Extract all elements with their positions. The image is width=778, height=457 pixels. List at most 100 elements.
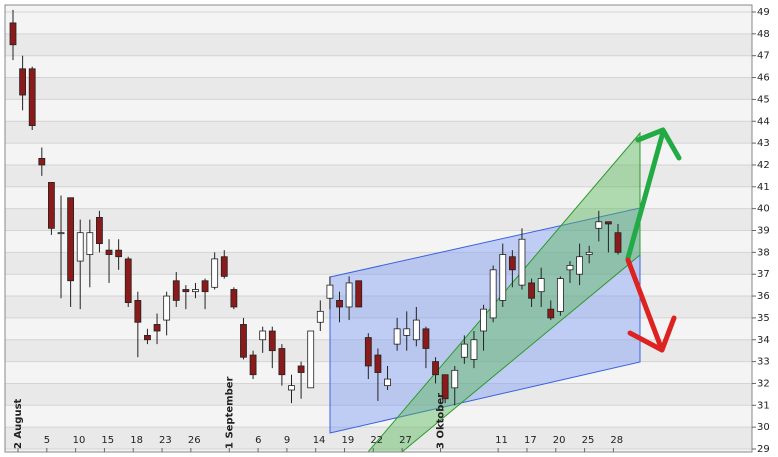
y-tick-label: 41 (757, 182, 770, 193)
candle-body (19, 68, 27, 96)
candle-body (230, 289, 238, 308)
candle-body (48, 182, 55, 229)
x-tick-label: 11 (495, 435, 508, 446)
candle-body (297, 365, 305, 373)
grid-band (5, 33, 752, 56)
x-tick-label: 23 (159, 435, 172, 446)
axes: 29 30 31 32 33 34 35 36 37 38 39 40 41 42 43 44 45 46 47 48… (13, 7, 770, 455)
y-tick-label: 36 (757, 291, 770, 302)
candle-body (38, 157, 46, 166)
candle-body (201, 280, 209, 293)
y-tick-label: 43 (757, 138, 770, 149)
candle-body (518, 238, 526, 286)
candle-body (9, 22, 17, 46)
candle-body (345, 282, 353, 308)
candle-body (556, 278, 564, 312)
candle-body (528, 282, 535, 299)
y-tick-label: 47 (757, 51, 770, 62)
candle-body (192, 289, 199, 293)
y-tick-label: 34 (757, 335, 770, 346)
x-tick-label: 6 (255, 435, 261, 446)
candle-body (489, 269, 497, 319)
y-tick-label: 29 (757, 444, 770, 455)
candle-body (374, 354, 382, 373)
y-tick-label: 45 (757, 94, 770, 105)
grid-band (5, 164, 752, 187)
candle-body (307, 330, 315, 389)
candle-body (393, 328, 401, 345)
x-tick-label: 9 (284, 435, 290, 446)
grid-band (5, 427, 752, 449)
candle-body (576, 256, 583, 275)
plot-border (4, 4, 753, 453)
candle-body (76, 232, 84, 262)
candle-body (432, 361, 439, 376)
x-tick-label: 19 (342, 435, 355, 446)
y-tick-label: 44 (757, 116, 770, 127)
y-tick-label: 39 (757, 226, 770, 237)
grid-band (5, 121, 752, 144)
candle-body (336, 300, 343, 308)
candle-body (422, 328, 430, 349)
candle-body (134, 300, 142, 323)
x-tick-label: 27 (399, 435, 412, 446)
candle-body (441, 374, 449, 400)
candle-body (220, 256, 228, 277)
y-tick-label: 49 (757, 7, 770, 18)
candle-body (268, 330, 276, 352)
grid-band (5, 252, 752, 275)
grid-band (5, 383, 752, 406)
y-tick-label: 46 (757, 73, 770, 84)
candle-body (403, 328, 411, 336)
candle-body (115, 249, 123, 258)
candle-body (384, 378, 391, 387)
candle-body (163, 295, 171, 321)
grid-band (5, 296, 752, 318)
candle-body (105, 249, 113, 255)
candle-body (249, 354, 257, 376)
candle-body (604, 221, 612, 225)
candle-body (412, 319, 420, 341)
x-tick-label: 28 (610, 435, 623, 446)
grid (5, 11, 752, 450)
x-tick-label: 10 (73, 435, 86, 446)
candle-body (508, 256, 516, 271)
y-tick-label: 38 (757, 247, 770, 258)
candle-body (240, 324, 247, 358)
candle-body (288, 385, 295, 391)
candle-body (144, 334, 151, 341)
candle-body (566, 265, 574, 271)
x-tick-label: 22 (370, 435, 383, 446)
candle-body (451, 369, 459, 389)
y-tick-label: 31 (757, 400, 770, 411)
candle-body (86, 232, 94, 255)
candle-body (364, 337, 372, 367)
candle-body (124, 258, 132, 304)
grid-band (5, 339, 752, 362)
grid-band (5, 77, 752, 100)
x-tick-label: 2 August (13, 398, 24, 449)
x-tick-label: 18 (130, 435, 143, 446)
candle-body (499, 254, 507, 301)
x-tick-label: 1 September (224, 376, 235, 449)
y-tick-label: 33 (757, 357, 770, 368)
y-tick-label: 42 (757, 160, 770, 171)
candle-body (326, 284, 334, 299)
candle-body (182, 289, 190, 293)
candle-body (57, 232, 65, 235)
candle-body (460, 343, 468, 358)
candle-body (211, 258, 219, 288)
x-tick-label: 25 (582, 435, 595, 446)
candles (9, 9, 622, 406)
candle-body (470, 339, 478, 360)
y-tick-label: 48 (757, 29, 770, 40)
x-tick-label: 14 (313, 435, 326, 446)
candle-body (547, 308, 555, 319)
candle-body (585, 251, 593, 255)
y-tick-label: 40 (757, 204, 770, 215)
candle-body (259, 330, 267, 341)
y-tick-label: 35 (757, 313, 770, 324)
candle-body (614, 232, 622, 253)
